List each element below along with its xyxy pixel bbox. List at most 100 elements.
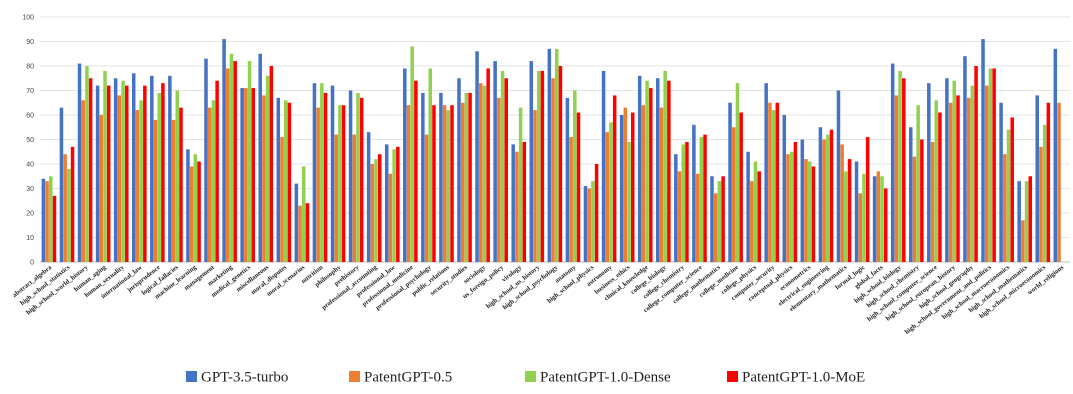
bar [934, 100, 938, 262]
bar [204, 58, 208, 263]
bar [294, 183, 299, 262]
bar [222, 39, 226, 262]
bar [739, 112, 743, 262]
bar [916, 105, 920, 262]
bar [1006, 129, 1011, 262]
bar [713, 193, 718, 262]
bar [710, 176, 714, 262]
bar [890, 63, 895, 262]
bar [482, 85, 487, 262]
bar [1057, 102, 1061, 262]
bar [771, 110, 776, 262]
bar [558, 66, 563, 262]
bar [721, 176, 725, 262]
legend-swatch [727, 371, 738, 382]
legend-swatch [525, 371, 536, 382]
bar [612, 95, 617, 263]
bar [811, 166, 816, 262]
bar [396, 146, 400, 262]
bar [312, 83, 317, 263]
bar [265, 75, 270, 262]
bar [442, 105, 447, 262]
bar [894, 95, 899, 263]
bar [370, 164, 375, 262]
bar [555, 48, 559, 262]
bar [240, 88, 244, 262]
y-tick-label: 90 [26, 39, 34, 46]
bar [988, 68, 993, 262]
bar [732, 127, 736, 262]
bar [305, 203, 310, 262]
bar [189, 166, 194, 262]
bar [464, 92, 469, 262]
bar [898, 70, 902, 263]
bar [428, 68, 433, 262]
y-tick-label: 40 [26, 162, 34, 169]
bar [421, 92, 425, 262]
bar [547, 48, 552, 262]
legend-label: PatentGPT-0.5 [364, 370, 452, 386]
bar [113, 78, 118, 262]
bar [533, 110, 537, 262]
bar [883, 188, 888, 262]
bar [858, 193, 862, 262]
bar [258, 53, 262, 262]
bar [674, 154, 678, 262]
bar [186, 149, 190, 262]
bar [981, 39, 985, 262]
bar [876, 171, 881, 262]
bar [356, 92, 360, 262]
y-tick-label: 50 [26, 137, 34, 144]
bar [1028, 176, 1033, 262]
bar [359, 97, 364, 262]
bar [619, 115, 624, 262]
bar [157, 92, 161, 262]
y-tick-label: 0 [30, 260, 34, 267]
bar [406, 105, 411, 262]
y-tick-label: 80 [26, 64, 34, 71]
bar [392, 149, 396, 262]
bar [649, 88, 653, 262]
bar [460, 102, 465, 262]
bar [193, 154, 198, 262]
bar [1035, 95, 1039, 263]
legend-label: PatentGPT-1.0-Dense [540, 370, 671, 386]
y-tick-label: 100 [22, 15, 34, 22]
bar [175, 90, 180, 262]
legend-label: PatentGPT-1.0-MoE [742, 370, 865, 386]
bar [226, 68, 230, 262]
bar [153, 119, 158, 263]
bar [320, 83, 324, 263]
bar [569, 137, 573, 262]
bar [388, 173, 393, 262]
bar [735, 83, 740, 263]
bar [551, 78, 555, 262]
bar [717, 181, 722, 262]
bar [468, 92, 472, 262]
bar [601, 70, 606, 263]
bar [1053, 48, 1058, 262]
y-tick-label: 20 [26, 211, 34, 218]
bar [728, 102, 732, 262]
bar [103, 70, 107, 263]
bar [45, 181, 49, 262]
bar [515, 151, 519, 262]
bar [352, 134, 357, 262]
bar [963, 56, 967, 263]
bar [446, 110, 451, 262]
y-tick-label: 10 [26, 235, 34, 242]
bar [753, 161, 758, 262]
bar [384, 144, 389, 262]
bar [334, 134, 338, 262]
bar [992, 68, 996, 262]
bar [341, 105, 346, 262]
bar [179, 107, 183, 263]
bar [529, 61, 534, 262]
bar [59, 107, 64, 263]
bar [348, 90, 353, 262]
bar [862, 173, 866, 262]
bar [927, 83, 931, 263]
bar [378, 154, 382, 262]
bar [63, 154, 67, 262]
legend: GPT-3.5-turbo PatentGPT-0.5 PatentGPT-1.0-… [186, 370, 865, 386]
